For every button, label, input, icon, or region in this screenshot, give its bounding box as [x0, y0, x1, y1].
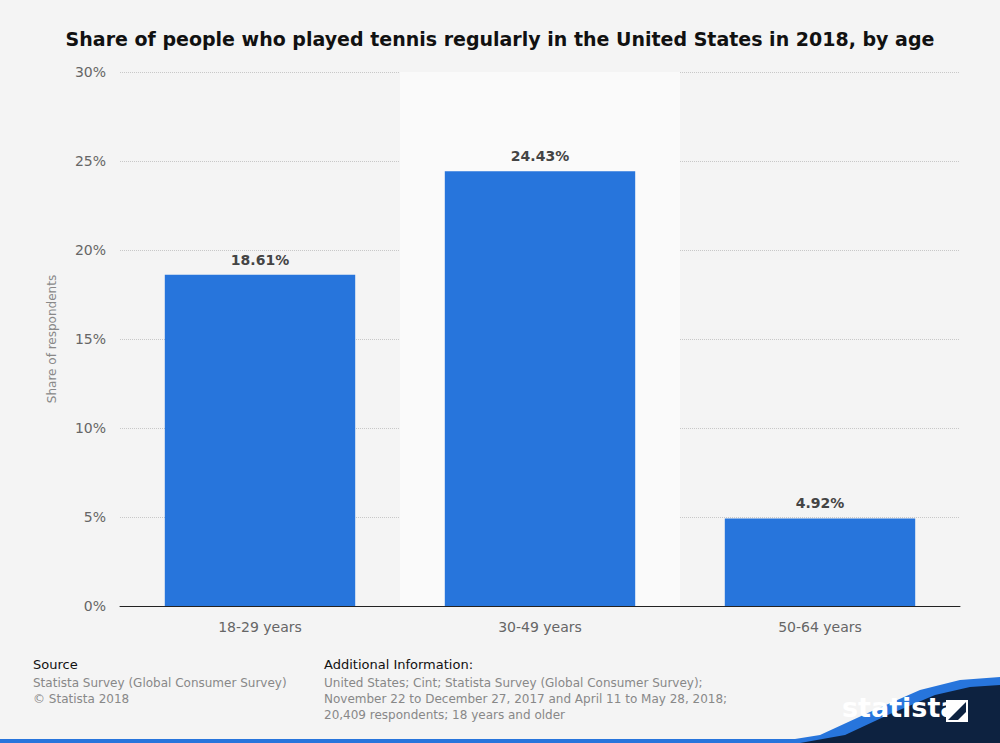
svg-text:18-29 years: 18-29 years	[218, 619, 302, 635]
svg-text:Source: Source	[33, 657, 78, 672]
svg-text:30-49 years: 30-49 years	[498, 619, 582, 635]
svg-text:18.61%: 18.61%	[231, 252, 289, 268]
svg-text:24.43%: 24.43%	[511, 148, 569, 164]
svg-text:Share of people who played ten: Share of people who played tennis regula…	[66, 28, 935, 50]
svg-text:4.92%: 4.92%	[796, 495, 845, 511]
svg-text:50-64 years: 50-64 years	[778, 619, 862, 635]
svg-text:5%: 5%	[84, 509, 106, 525]
svg-text:November 22 to December 27, 20: November 22 to December 27, 2017 and Apr…	[324, 692, 727, 706]
svg-text:statista: statista	[842, 692, 959, 723]
svg-text:30%: 30%	[75, 64, 106, 80]
svg-text:0%: 0%	[84, 598, 106, 614]
svg-text:15%: 15%	[75, 331, 106, 347]
svg-text:© Statista 2018: © Statista 2018	[33, 692, 129, 706]
svg-text:Statista Survey (Global Consum: Statista Survey (Global Consumer Survey)	[33, 676, 287, 690]
svg-text:Share of respondents: Share of respondents	[45, 275, 59, 403]
svg-text:20%: 20%	[75, 242, 106, 258]
svg-text:Additional Information:: Additional Information:	[324, 657, 473, 672]
svg-text:25%: 25%	[75, 153, 106, 169]
svg-text:20,409 respondents; 18 years a: 20,409 respondents; 18 years and older	[324, 708, 565, 722]
svg-text:10%: 10%	[75, 420, 106, 436]
svg-text:United States; Cint; Statista: United States; Cint; Statista Survey (Gl…	[324, 676, 703, 690]
